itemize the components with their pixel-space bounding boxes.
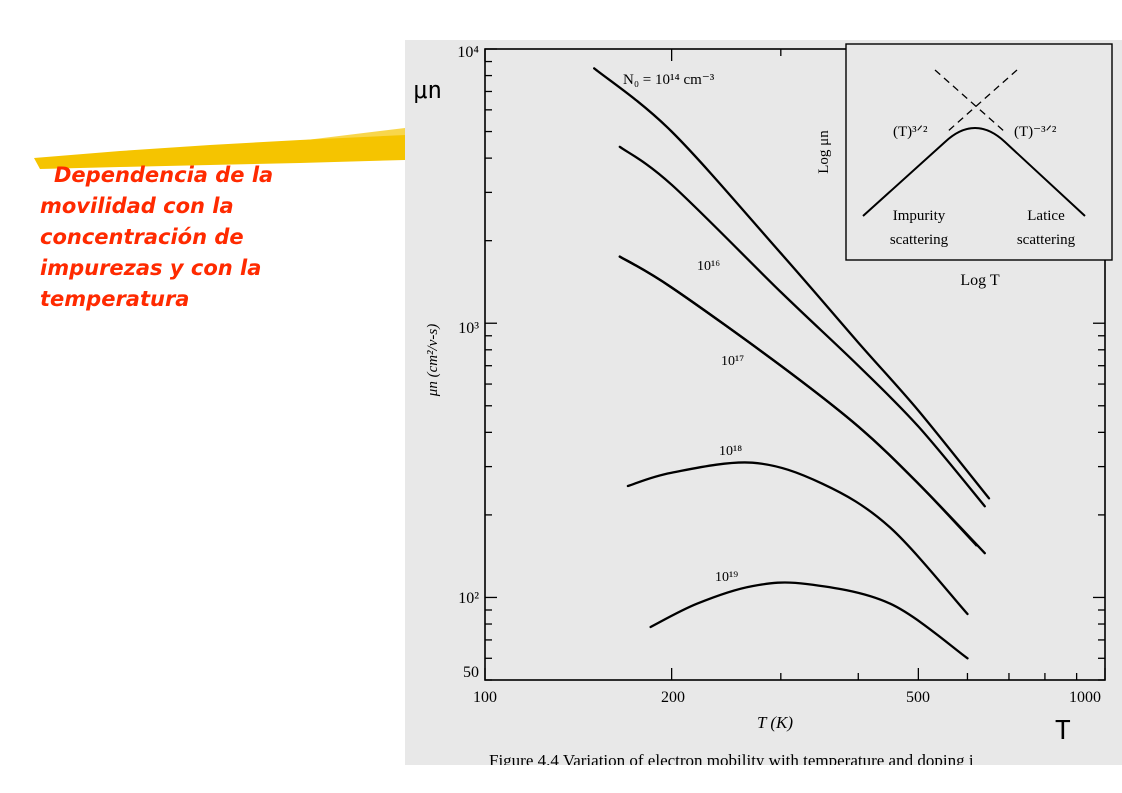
x-tick-label: 200 [661,689,685,706]
slide-title-line: Dependencia de la [54,163,274,187]
curve-label-1e14: N₀ = 10¹⁴ cm⁻³ [623,72,715,88]
slide-title-line: impurezas y con la [40,256,262,280]
x-tick-label: 100 [473,689,497,706]
inset-y-axis-label: Log μn [816,130,832,174]
y-tick-label: 50 [463,664,479,681]
series-line-3 [618,255,978,547]
series-line-4 [626,461,969,616]
inset-label-lattice-scattering: scattering [1017,232,1076,248]
inset-x-axis-label: Log T [960,272,999,289]
inset-label-lattice-exponent: (T)⁻³ᐟ² [1014,124,1057,140]
series-line-1 [618,145,986,508]
mobility-symbol-overlay: μn [413,76,442,104]
x-tick-label: 1000 [1069,689,1101,706]
slide-title-line: temperatura [40,287,190,311]
inset-dashed-asymptotes [934,69,1018,133]
title-highlight-stroke [34,128,405,169]
slide-title: Dependencia de la movilidad con la conce… [40,160,360,315]
inset-label-impurity-exponent: (T)³ᐟ² [893,124,928,140]
curve-label-1e16: 10¹⁶ [697,259,720,274]
series-line-0 [593,67,991,500]
inset-label-lattice: Latice [1027,208,1065,224]
y-tick-label: 10² [458,590,479,607]
x-axis-label: T (K) [757,713,793,732]
curve-label-1e17: 10¹⁷ [721,354,744,369]
inset-label-impurity: Impurity [893,208,946,224]
main-plot-frame [484,48,1106,681]
curve-label-1e18: 10¹⁸ [719,444,742,459]
figure-caption: Figure 4.4 Variation of electron mobilit… [489,751,974,765]
slide-title-line: concentración de [40,225,244,249]
curve-label-1e19: 10¹⁹ [715,570,738,585]
slide-title-line: movilidad con la [40,194,234,218]
x-tick-label: 500 [906,689,930,706]
y-axis-label: μn (cm²/v-s) [425,324,441,397]
mobility-figure: 100 200 500 1000 50 10² 10³ 10⁴ T (K) μn… [425,43,1113,765]
inset-label-impurity-scattering: scattering [890,232,949,248]
y-tick-label: 10³ [458,320,479,337]
y-tick-label: 10⁴ [457,44,479,61]
inset-frame [845,43,1113,261]
series-line-2 [618,255,986,555]
series-line-5 [649,581,969,660]
temperature-symbol-overlay: T [1055,716,1071,746]
inset-mobility-curve [862,127,1086,217]
main-plot-series [593,67,991,660]
